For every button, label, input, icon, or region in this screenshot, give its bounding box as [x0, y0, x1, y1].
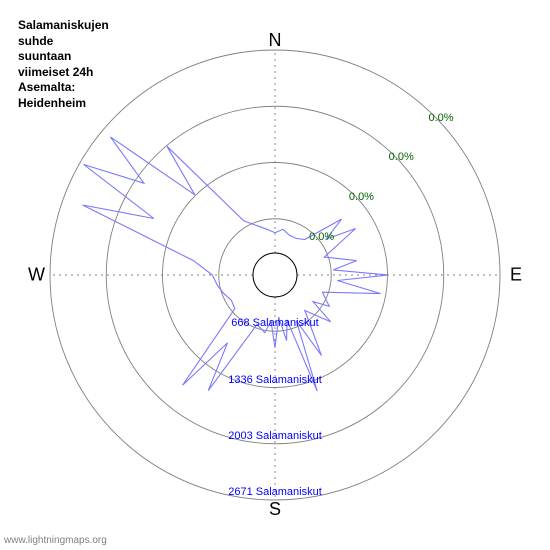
- chart-title: Salamaniskujen suhde suuntaan viimeiset …: [18, 18, 109, 112]
- compass-w: W: [28, 265, 45, 286]
- ring-label: 2671 Salamaniskut: [228, 486, 322, 498]
- compass-s: S: [269, 499, 281, 520]
- ring-label: 2003 Salamaniskut: [228, 430, 322, 442]
- chart-container: Salamaniskujen suhde suuntaan viimeiset …: [0, 0, 550, 550]
- compass-n: N: [269, 30, 282, 51]
- pct-label: 0.0%: [428, 112, 453, 124]
- footer-attribution: www.lightningmaps.org: [4, 535, 107, 546]
- pct-label: 0.0%: [309, 231, 334, 243]
- ring-label: 1336 Salamaniskut: [228, 374, 322, 386]
- pct-label: 0.0%: [349, 191, 374, 203]
- pct-label: 0.0%: [389, 151, 414, 163]
- ring-label: 668 Salamaniskut: [231, 317, 318, 329]
- compass-e: E: [510, 265, 522, 286]
